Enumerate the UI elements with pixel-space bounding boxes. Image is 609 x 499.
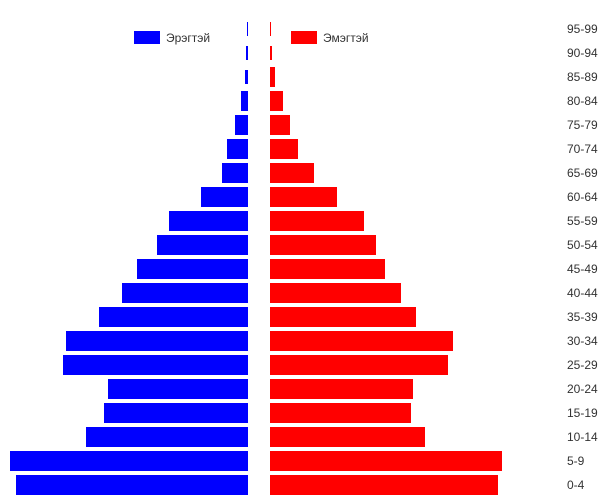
age-label-90-94: 90-94 [567,46,598,60]
bar-female-30-34 [270,331,453,351]
age-label-55-59: 55-59 [567,214,598,228]
legend-swatch-female [291,31,317,44]
bar-female-50-54 [270,235,376,255]
bar-male-95-99 [247,22,248,36]
bar-male-65-69 [222,163,248,183]
age-label-15-19: 15-19 [567,406,598,420]
legend-label-female: Эмэгтэй [323,31,369,45]
legend: Эрэгтэй Эмэгтэй [134,31,369,45]
bar-male-80-84 [241,91,248,111]
age-label-0-4: 0-4 [567,478,585,492]
age-label-95-99: 95-99 [567,22,598,36]
bar-male-20-24 [108,379,248,399]
age-label-30-34: 30-34 [567,334,598,348]
bar-male-40-44 [122,283,248,303]
bar-male-85-89 [245,70,248,84]
bar-female-95-99 [270,22,271,36]
bar-male-0-4 [16,475,248,495]
bar-male-70-74 [227,139,248,159]
bar-female-35-39 [270,307,416,327]
bar-female-60-64 [270,187,337,207]
age-label-20-24: 20-24 [567,382,598,396]
bar-male-75-79 [235,115,248,135]
age-label-60-64: 60-64 [567,190,598,204]
age-label-85-89: 85-89 [567,70,598,84]
legend-swatch-male [134,31,160,44]
bar-male-60-64 [201,187,248,207]
age-group-labels: 0-4 5-9 10-14 15-19 20-24 25-29 30-34 35-39 40-4… [567,22,598,492]
bar-female-55-59 [270,211,364,231]
age-label-65-69: 65-69 [567,166,598,180]
bar-male-50-54 [157,235,248,255]
male-bars [10,22,248,495]
bar-male-30-34 [66,331,248,351]
bar-female-45-49 [270,259,385,279]
bar-male-90-94 [246,46,248,60]
bar-female-40-44 [270,283,401,303]
bar-female-70-74 [270,139,298,159]
bar-female-15-19 [270,403,411,423]
bar-male-45-49 [137,259,248,279]
age-label-5-9: 5-9 [567,454,585,468]
age-label-10-14: 10-14 [567,430,598,444]
age-label-70-74: 70-74 [567,142,598,156]
age-label-50-54: 50-54 [567,238,598,252]
bar-female-85-89 [270,67,275,87]
age-label-35-39: 35-39 [567,310,598,324]
age-label-45-49: 45-49 [567,262,598,276]
bar-male-25-29 [63,355,248,375]
age-label-75-79: 75-79 [567,118,598,132]
age-label-80-84: 80-84 [567,94,598,108]
bar-male-5-9 [10,451,248,471]
bar-female-20-24 [270,379,413,399]
bar-male-15-19 [104,403,248,423]
legend-label-male: Эрэгтэй [166,31,210,45]
age-label-40-44: 40-44 [567,286,598,300]
bar-female-80-84 [270,91,283,111]
bar-female-0-4 [270,475,498,495]
bar-male-55-59 [169,211,248,231]
bar-female-75-79 [270,115,290,135]
bar-female-25-29 [270,355,448,375]
bar-female-65-69 [270,163,314,183]
bar-female-10-14 [270,427,425,447]
bar-male-10-14 [86,427,248,447]
bar-male-35-39 [99,307,248,327]
bar-female-5-9 [270,451,502,471]
age-label-25-29: 25-29 [567,358,598,372]
female-bars [270,22,502,495]
bar-female-90-94 [270,46,272,60]
